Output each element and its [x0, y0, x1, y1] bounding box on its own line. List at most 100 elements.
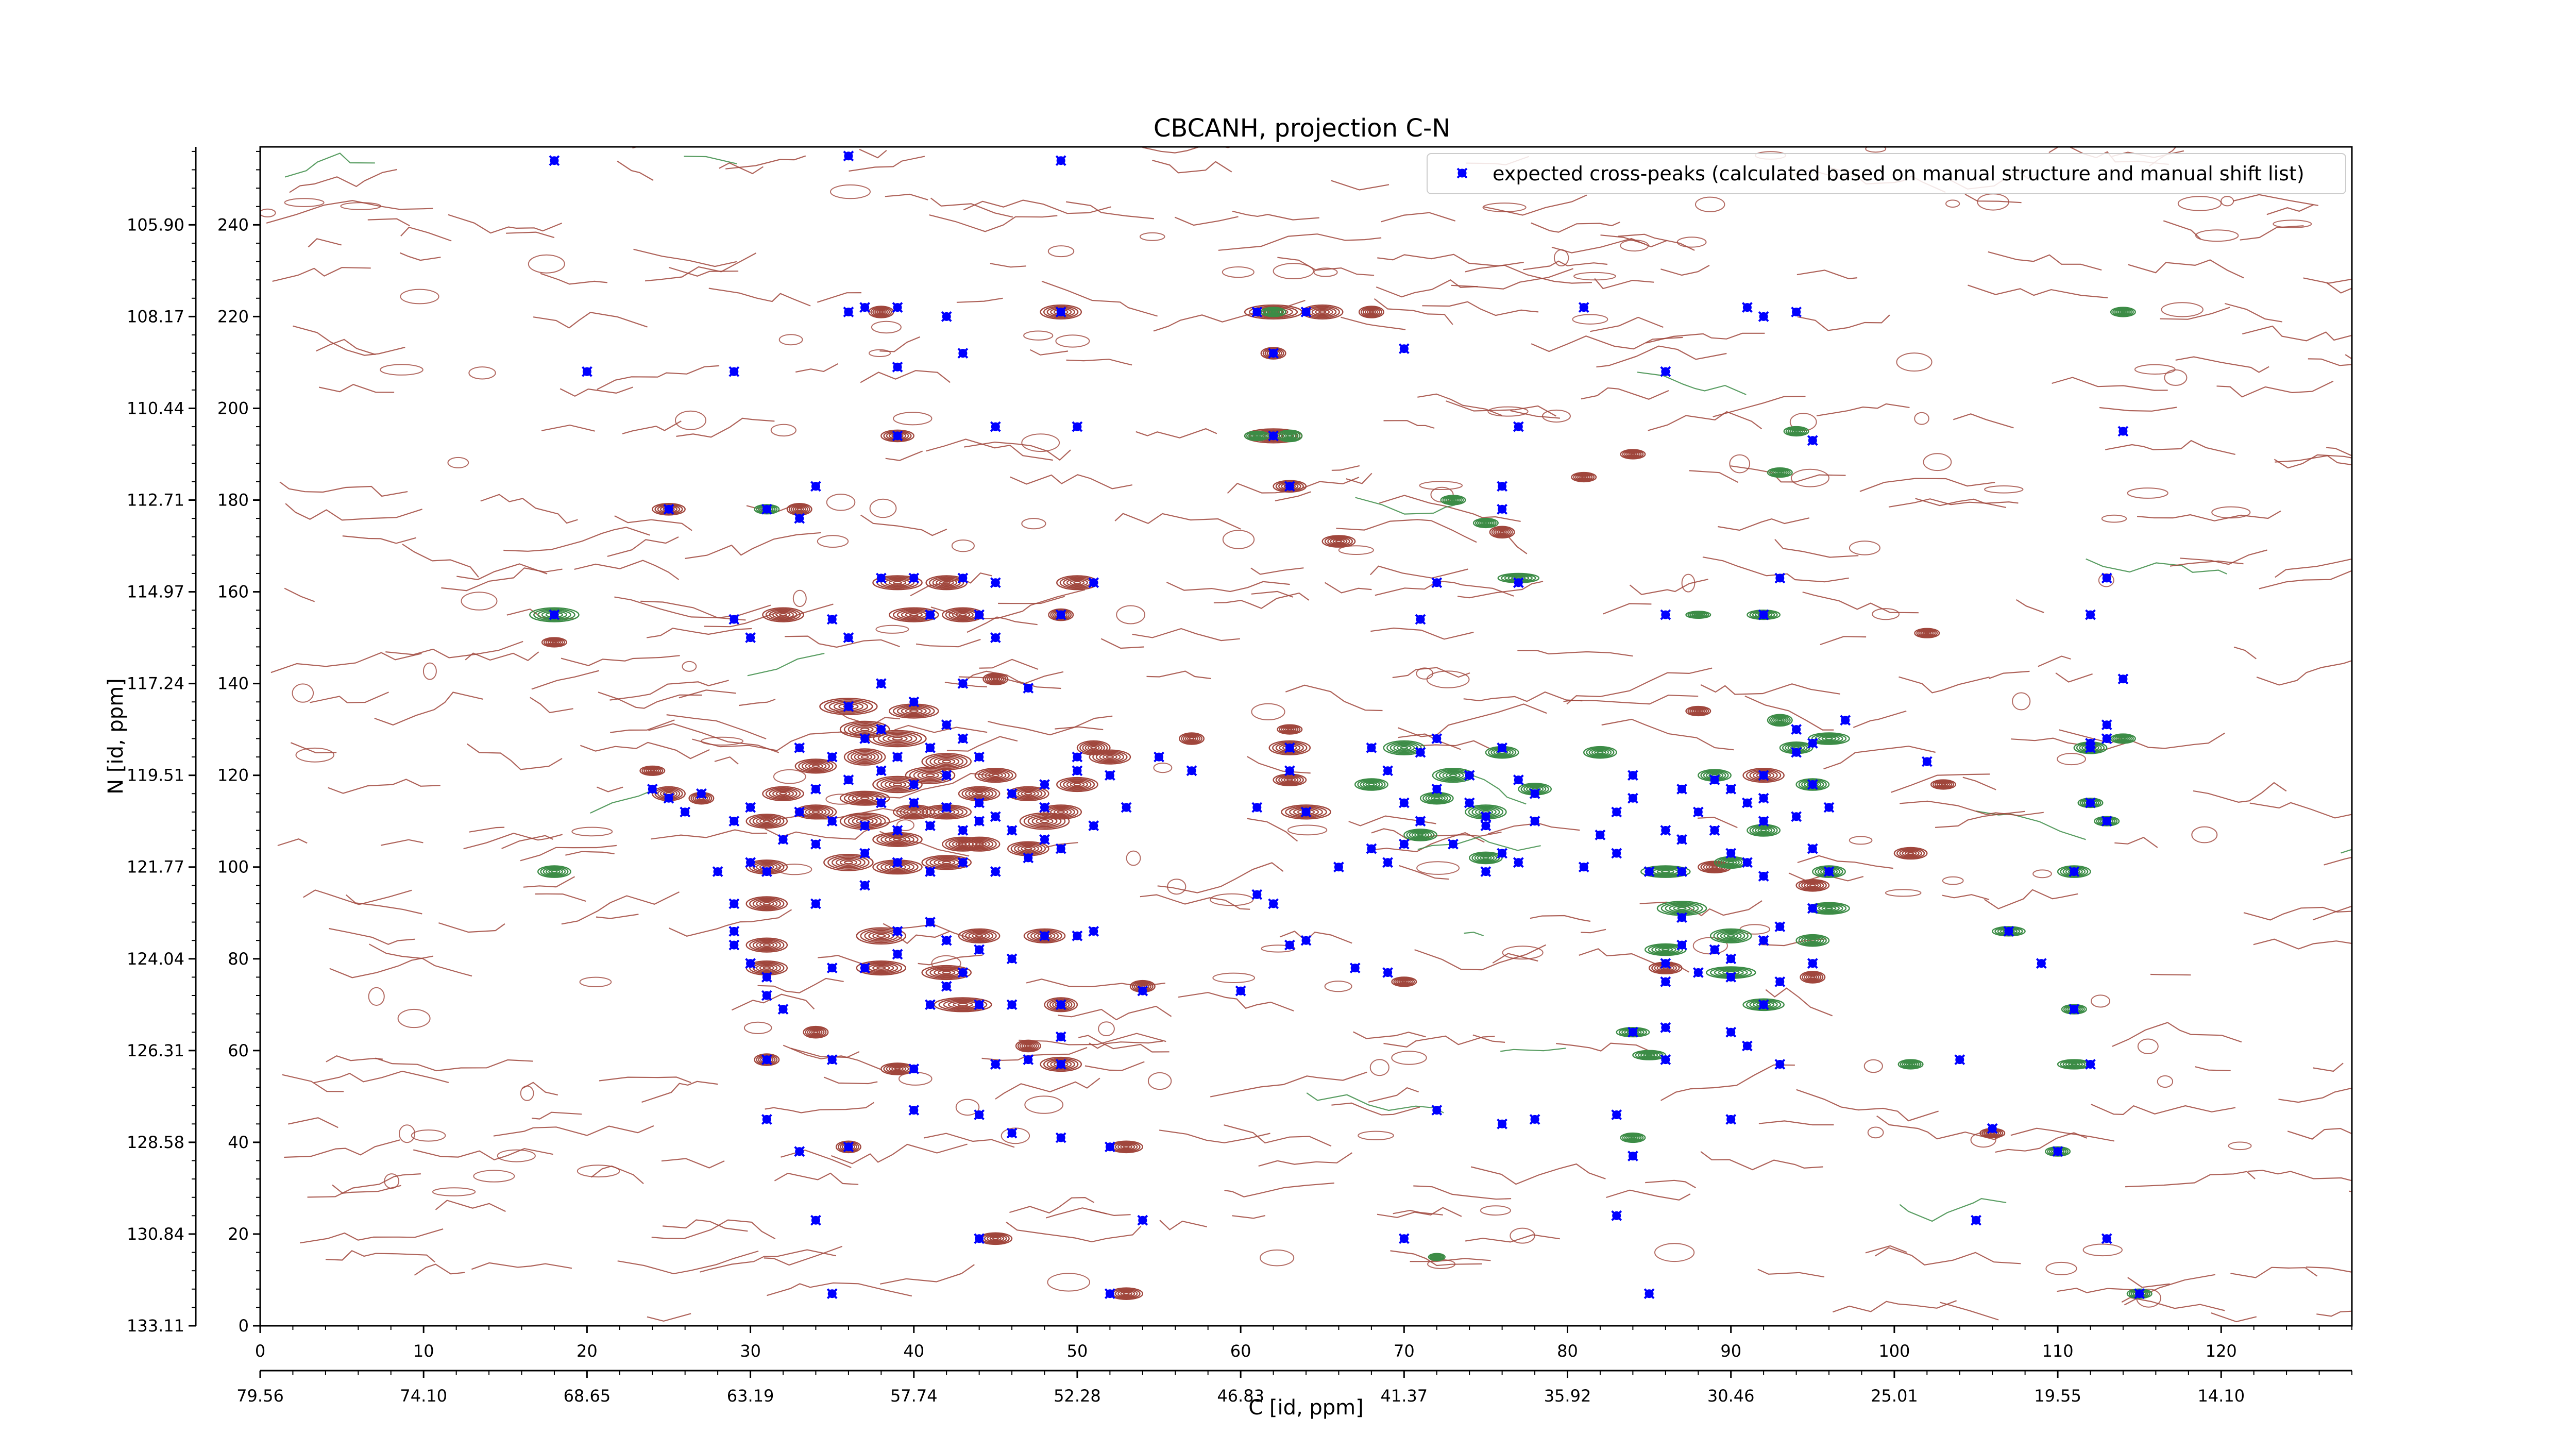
noise-contour: [617, 1250, 759, 1275]
contour-ring: [909, 613, 919, 617]
noise-contour: [826, 494, 856, 511]
marker-cross: [1921, 756, 1933, 767]
legend: expected cross-peaks (calculated based o…: [1427, 153, 2346, 194]
contour-ring: [762, 902, 771, 906]
contour-ring: [749, 897, 785, 910]
contour-ring: [1123, 1145, 1130, 1149]
contour-ring: [1709, 928, 1752, 943]
noise-contours: [260, 147, 2352, 1323]
marker-cross: [1774, 921, 1786, 932]
contour-ring: [1752, 825, 1775, 835]
noise-contour: [574, 560, 680, 580]
contour-ring: [985, 771, 1007, 780]
y-index-tick-label: 120: [217, 766, 249, 785]
noise-contour: [1601, 718, 1734, 751]
negative-peak-contour: [1685, 611, 1711, 619]
marker-cross: [957, 678, 969, 689]
contour-ring: [1769, 715, 1791, 726]
expected-cross-peak: [908, 1063, 920, 1074]
contour-ring: [745, 814, 788, 829]
contour-ring: [2126, 1288, 2153, 1299]
expected-cross-peak: [1366, 843, 1377, 854]
noise-contour: [329, 955, 434, 978]
noise-contour: [1159, 1129, 1270, 1143]
contour-ring: [1815, 734, 1843, 744]
contour-ring: [1795, 778, 1830, 791]
expected-cross-peak: [957, 857, 969, 868]
marker-cross: [1529, 816, 1540, 827]
contour-ring: [1260, 347, 1286, 360]
noise-contour: [2099, 407, 2177, 412]
contour-ring: [1571, 471, 1597, 483]
expected-cross-peak: [1088, 820, 1099, 832]
expected-cross-peak: [2069, 1004, 2080, 1015]
contour-ring: [805, 762, 827, 770]
expected-cross-peak: [1971, 1214, 1981, 1226]
marker-cross: [1072, 930, 1083, 941]
expected-cross-peak: [2134, 1288, 2145, 1300]
contour-ring: [754, 504, 780, 515]
contour-ring: [1046, 1059, 1075, 1070]
expected-cross-peak: [1660, 958, 1671, 969]
contour-ring: [1084, 744, 1103, 752]
marker-cross: [1758, 792, 1769, 804]
expected-cross-peak: [957, 825, 969, 836]
contour-ring: [1283, 726, 1297, 733]
contour-ring: [827, 855, 870, 870]
contour-ring: [1661, 948, 1670, 952]
expected-cross-peak: [925, 917, 936, 928]
contour-ring: [819, 698, 878, 715]
noise-contour: [1047, 1273, 1090, 1292]
negative-peak-contour: [1244, 430, 1270, 441]
noise-contour: [2306, 1266, 2352, 1273]
contour-ring: [1017, 1040, 1039, 1052]
contour-ring: [1366, 309, 1377, 315]
noise-contour: [614, 596, 746, 621]
contour-ring: [964, 931, 994, 941]
expected-cross-peak: [908, 696, 920, 707]
noise-contour: [701, 736, 743, 746]
contour-ring: [856, 960, 907, 976]
expected-cross-peak: [1382, 967, 1394, 978]
noise-contour: [2326, 447, 2352, 457]
marker-cross: [1268, 348, 1279, 359]
expected-cross-peak-markers: [549, 150, 2145, 1300]
contour-ring: [942, 581, 951, 585]
marker-cross: [1382, 765, 1394, 777]
x-axis-label: C [id, ppm]: [1248, 1396, 1364, 1420]
positive-peak-contour: [745, 896, 788, 912]
contour-ring: [752, 939, 781, 951]
expected-cross-peak: [859, 848, 871, 859]
contour-ring: [1499, 530, 1505, 534]
marker-cross: [974, 751, 985, 763]
noise-contour: [1872, 608, 1900, 620]
marker-cross: [1366, 843, 1377, 854]
contour-ring: [991, 676, 1001, 682]
contour-ring: [1825, 737, 1833, 740]
contour-ring: [650, 769, 655, 772]
marker-cross: [1725, 783, 1737, 795]
marker-cross: [1497, 742, 1508, 753]
marker-cross: [859, 848, 871, 859]
contour-ring: [1117, 1143, 1136, 1151]
contour-ring: [854, 752, 876, 762]
contour-ring: [1053, 809, 1069, 815]
contour-ring: [837, 1141, 859, 1153]
noise-contour: [1218, 233, 1382, 251]
marker-cross: [1055, 1031, 1066, 1042]
noise-contour: [560, 386, 633, 397]
noise-contour: [2312, 905, 2352, 921]
contour-ring: [1798, 935, 1827, 946]
noise-contour: [1210, 1071, 1367, 1098]
noise-contour: [955, 1099, 980, 1116]
contour-ring: [839, 790, 890, 806]
contour-ring: [1417, 833, 1424, 837]
contour-ring: [958, 928, 1001, 943]
y-index-tick-label: 0: [239, 1316, 249, 1336]
noise-contour: [461, 592, 498, 611]
contour-ring: [856, 927, 907, 945]
contour-ring: [1315, 309, 1330, 315]
noise-contour: [1849, 836, 1873, 845]
marker-cross: [1055, 155, 1066, 166]
contour-ring: [872, 307, 890, 317]
